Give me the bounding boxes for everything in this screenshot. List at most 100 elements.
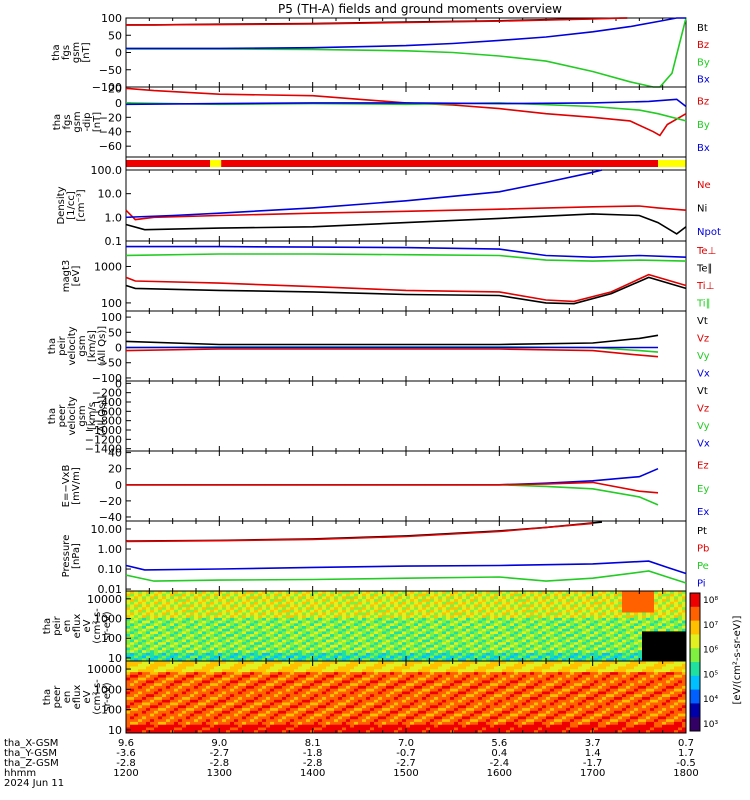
spectrogram-cell — [222, 719, 227, 723]
spectrogram-cell — [530, 623, 535, 627]
spectrogram-cell — [182, 626, 187, 630]
spectrogram-cell — [282, 617, 287, 622]
spectrogram-cell — [214, 604, 219, 608]
spectrogram — [126, 591, 687, 662]
spectrogram-cell — [262, 650, 267, 654]
spectrogram-cell — [354, 636, 359, 640]
spectrogram-cell — [434, 647, 439, 651]
spectrogram-cell — [574, 658, 579, 662]
spectrogram-cell — [526, 596, 531, 600]
spectrogram-cell — [450, 650, 455, 654]
spectrogram-cell — [302, 652, 307, 657]
spectrogram-cell — [298, 612, 303, 616]
spectrogram-cell — [426, 607, 431, 611]
spectrogram-cell — [590, 634, 595, 638]
spectrogram-cell — [478, 655, 483, 659]
spectrogram-cell — [178, 604, 183, 608]
spectrogram-cell — [526, 658, 531, 662]
spectrogram-cell — [126, 652, 131, 657]
spectrogram-cell — [206, 642, 211, 646]
spectrogram-cell — [254, 631, 259, 635]
spectrogram-cell — [166, 658, 171, 662]
spectrogram-cell — [150, 642, 155, 646]
spectrogram-cell — [410, 639, 415, 643]
spectrogram-cell — [638, 626, 643, 630]
spectrogram-cell — [650, 652, 655, 657]
spectrogram-cell — [454, 658, 459, 662]
legend-3: Vx — [697, 439, 710, 450]
spectrogram-cell — [638, 644, 643, 648]
spectrogram-cell — [574, 596, 579, 600]
spectrogram-cell — [258, 642, 263, 646]
spectrogram-cell — [654, 593, 659, 597]
spectrogram-cell — [166, 719, 171, 723]
spectrogram-cell — [410, 593, 415, 597]
spectrogram-cell — [142, 617, 147, 622]
spectrogram-cell — [354, 634, 359, 638]
spectrogram-cell — [670, 615, 675, 619]
spectrogram-cell — [434, 650, 439, 654]
spectrogram-cell — [526, 599, 531, 603]
spectrogram-cell — [498, 617, 503, 622]
y-tick-label: −1200 — [85, 433, 122, 446]
spectrogram-cell — [290, 636, 295, 640]
spectrogram-cell — [202, 680, 207, 684]
spectrogram-cell — [650, 599, 655, 603]
spectrogram-cell — [486, 591, 491, 595]
spectrogram-cell — [378, 601, 383, 605]
spectrogram-cell — [446, 658, 451, 662]
spectrogram-cell — [446, 609, 451, 613]
spectrogram-cell — [410, 652, 415, 657]
spectrogram-cell — [186, 642, 191, 646]
spectrogram-cell — [346, 591, 351, 595]
spectrogram-cell — [146, 710, 151, 715]
spectrogram-cell — [154, 710, 159, 715]
spectrogram-cell — [134, 708, 139, 712]
spectrogram-cell — [550, 647, 555, 651]
spectrogram-cell — [202, 631, 207, 635]
legend-0: Vt — [697, 386, 708, 397]
spectrogram-cell — [134, 721, 139, 726]
spectrogram-cell — [234, 623, 239, 627]
spectrogram-cell — [266, 644, 271, 648]
spectrogram-cell — [214, 719, 219, 723]
spectrogram-cell — [334, 612, 339, 616]
spectrogram-cell — [542, 604, 547, 608]
spectrogram-cell — [210, 639, 215, 643]
spectrogram-cell — [406, 628, 411, 632]
spectrogram-cell — [678, 642, 683, 646]
spectrogram-cell — [594, 647, 599, 651]
spectrogram-cell — [398, 604, 403, 608]
spectrogram-cell — [170, 655, 175, 659]
spectrogram-cell — [426, 642, 431, 646]
spectrogram-cell — [422, 609, 427, 613]
spectrogram-cell — [542, 617, 547, 622]
spectrogram-cell — [202, 628, 207, 632]
spectrogram-cell — [294, 609, 299, 613]
spectrogram-cell — [226, 661, 231, 665]
spectrogram-cell — [614, 652, 619, 657]
spectrogram-cell — [342, 620, 347, 624]
spectrogram-cell — [206, 631, 211, 635]
spectrogram-cell — [226, 658, 231, 662]
spectrogram-cell — [282, 615, 287, 619]
spectrogram-cell — [486, 620, 491, 624]
spectrogram-cell — [418, 593, 423, 597]
spectrogram-cell — [462, 607, 467, 611]
spectrogram-cell — [446, 604, 451, 608]
spectrogram-cell — [198, 663, 203, 668]
spectrogram-cell — [306, 596, 311, 600]
spectrogram-cell — [170, 639, 175, 643]
spectrogram-cell — [490, 634, 495, 638]
spectrogram-cell — [222, 634, 227, 638]
spectrogram-cell — [462, 634, 467, 638]
spectrogram-cell — [542, 601, 547, 605]
spectrogram-cell — [590, 650, 595, 654]
spectrogram-cell — [246, 612, 251, 616]
spectrogram-cell — [198, 609, 203, 613]
spectrogram-cell — [610, 639, 615, 643]
spectrogram-cell — [446, 607, 451, 611]
spectrogram-cell — [166, 628, 171, 632]
spectrogram-cell — [346, 642, 351, 646]
spectrogram-cell — [386, 626, 391, 630]
